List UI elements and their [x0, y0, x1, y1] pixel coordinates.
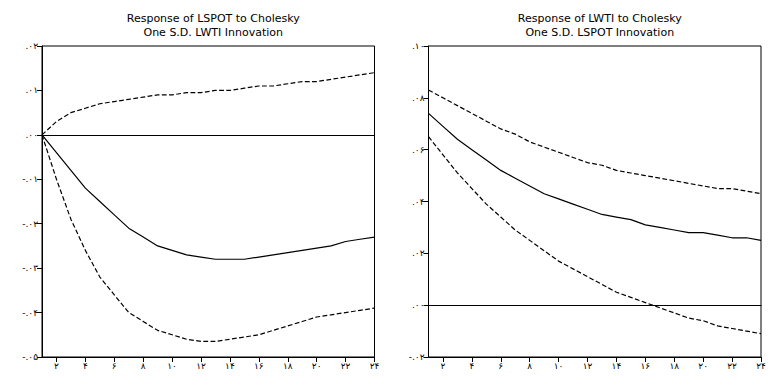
svg-text:۲۲: ۲۲: [341, 361, 351, 371]
svg-text:.۰۰: .۰۰: [412, 300, 425, 310]
svg-text:۲: ۲: [441, 361, 446, 371]
svg-text:Response of LWTI to Cholesky: Response of LWTI to Cholesky: [518, 12, 682, 25]
svg-text:.۰۴: .۰۴: [412, 197, 425, 207]
svg-text:-.۰۲: -.۰۲: [409, 352, 425, 362]
svg-text:۱۸: ۱۸: [669, 361, 679, 371]
svg-text:۸: ۸: [527, 361, 532, 371]
svg-text:۲۰: ۲۰: [698, 361, 708, 371]
svg-text:۱۶: ۱۶: [254, 361, 264, 371]
svg-text:۱۶: ۱۶: [641, 361, 651, 371]
svg-text:۱۲: ۱۲: [583, 361, 593, 371]
svg-text:Response of LSPOT to Cholesky: Response of LSPOT to Cholesky: [127, 12, 300, 25]
svg-text:۶: ۶: [112, 361, 117, 371]
svg-text:۲۲: ۲۲: [727, 361, 737, 371]
svg-text:۱۰: ۱۰: [167, 361, 177, 371]
svg-text:۱۴: ۱۴: [612, 361, 622, 371]
svg-text:۶: ۶: [498, 361, 503, 371]
svg-text:۲۴: ۲۴: [756, 361, 766, 371]
svg-text:.۰۲: .۰۲: [25, 41, 38, 51]
svg-text:۱۴: ۱۴: [225, 361, 235, 371]
svg-text:.۰۰: .۰۰: [25, 130, 38, 140]
svg-text:.۰۱: .۰۱: [25, 85, 38, 95]
svg-text:.۰۶: .۰۶: [412, 145, 425, 155]
svg-text:۲: ۲: [54, 361, 59, 371]
svg-text:-.۰۲: -.۰۲: [22, 219, 38, 229]
svg-text:۲۰: ۲۰: [312, 361, 322, 371]
svg-text:۲۴: ۲۴: [370, 361, 380, 371]
svg-text:-.۰۴: -.۰۴: [22, 308, 38, 318]
svg-text:۸: ۸: [141, 361, 146, 371]
svg-text:-.۰۵: -.۰۵: [22, 352, 38, 362]
svg-text:۱۲: ۱۲: [196, 361, 206, 371]
svg-text:.۱۰: .۱۰: [412, 41, 425, 51]
svg-text:-.۰۳: -.۰۳: [22, 263, 38, 273]
svg-text:One S.D. LWTI Innovation: One S.D. LWTI Innovation: [143, 26, 283, 39]
svg-text:۴: ۴: [83, 361, 88, 371]
svg-text:۱۰: ۱۰: [554, 361, 564, 371]
svg-text:One S.D. LSPOT Innovation: One S.D. LSPOT Innovation: [525, 26, 674, 39]
svg-text:-.۰۱: -.۰۱: [22, 174, 38, 184]
svg-text:.۰۸: .۰۸: [412, 93, 425, 103]
svg-text:.۰۲: .۰۲: [412, 248, 425, 258]
svg-text:۱۸: ۱۸: [283, 361, 293, 371]
svg-text:۴: ۴: [469, 361, 474, 371]
